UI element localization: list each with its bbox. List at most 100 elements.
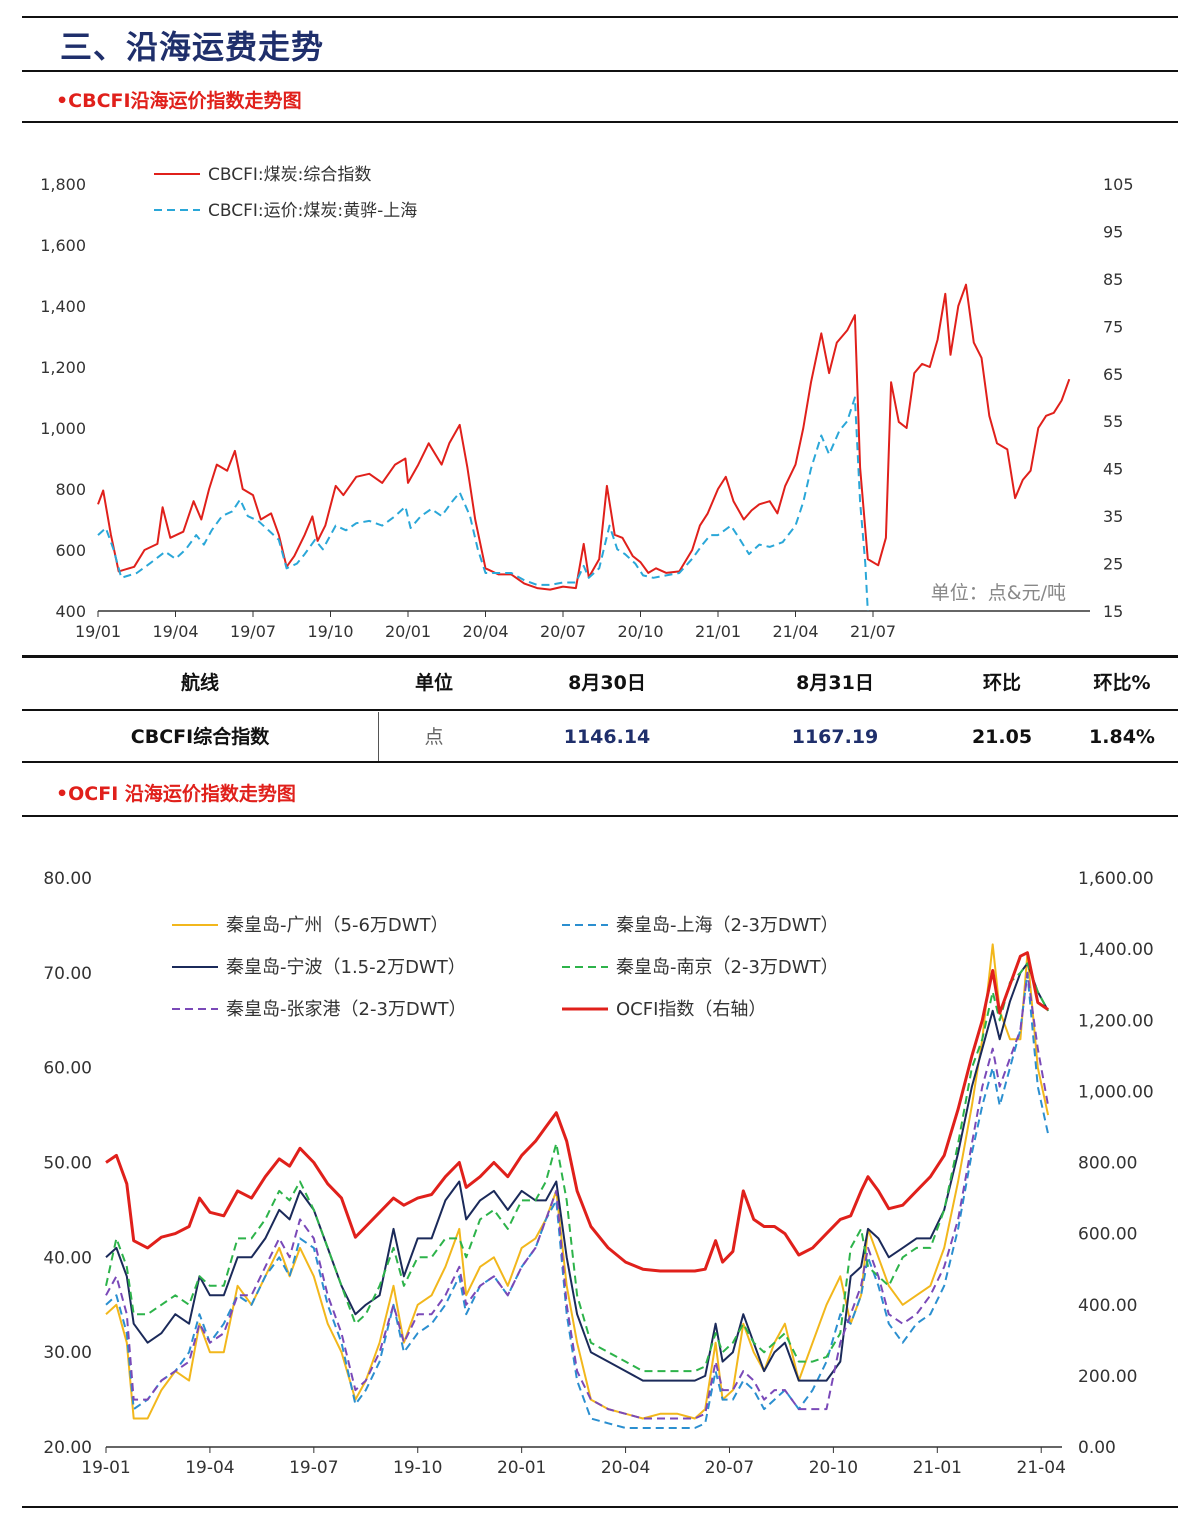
legend-label: 秦皇岛-广州（5-6万DWT）: [226, 915, 449, 936]
y-right-tick-label: 45: [1103, 460, 1123, 479]
y-right-tick-label: 0.00: [1078, 1438, 1116, 1458]
table-header-row: 航线 单位 8月30日 8月31日 环比 环比%: [22, 658, 1178, 708]
y-left-tick-label: 40.00: [43, 1248, 92, 1268]
table-cell-change-pct: 1.84%: [1089, 726, 1155, 748]
series-line-5: [105, 951, 1049, 1273]
table-header-cell: 8月31日: [796, 672, 874, 694]
y-left-tick-label: 80.00: [43, 869, 92, 889]
chart1-title: •CBCFI沿海运价指数走势图: [56, 90, 302, 112]
table-bottom-rule: [22, 761, 1178, 763]
x-tick-label: 21/04: [772, 622, 818, 641]
x-tick-label: 20/10: [617, 622, 663, 641]
legend-label: 秦皇岛-宁波（1.5-2万DWT）: [226, 957, 466, 978]
y-right-tick-label: 1,200.00: [1078, 1011, 1154, 1031]
table-cell-route: CBCFI综合指数: [130, 726, 270, 748]
y-right-tick-label: 400.00: [1078, 1296, 1137, 1316]
x-tick-label: 21/01: [695, 622, 741, 641]
y-left-tick-label: 1,000: [40, 419, 86, 438]
x-tick-label: 20-04: [601, 1458, 650, 1478]
y-left-tick-label: 800: [55, 480, 86, 499]
table-header-cell: 航线: [180, 672, 219, 694]
table-cell-aug31: 1167.19: [791, 726, 879, 748]
chart1-title-rule: [22, 121, 1178, 123]
x-tick-label: 19/07: [230, 622, 276, 641]
table-header-cell: 环比: [982, 672, 1021, 694]
series-line-1: [105, 971, 1050, 1429]
table-header-cell: 单位: [414, 672, 453, 694]
y-right-tick-label: 85: [1103, 270, 1123, 289]
table-cell-unit: 点: [424, 726, 444, 748]
x-tick-label: 19-04: [185, 1458, 234, 1478]
x-tick-label: 21-01: [913, 1458, 962, 1478]
y-left-tick-label: 70.00: [43, 964, 92, 984]
x-tick-label: 20-01: [497, 1458, 546, 1478]
x-tick-label: 20/07: [540, 622, 586, 641]
table-row: CBCFI综合指数 点 1146.14 1167.19 21.05 1.84%: [22, 712, 1178, 762]
legend-label: 秦皇岛-张家港（2-3万DWT）: [226, 999, 467, 1020]
y-left-tick-label: 1,400: [40, 297, 86, 316]
y-right-tick-label: 75: [1103, 317, 1123, 336]
y-left-tick-label: 1,200: [40, 358, 86, 377]
table-vertical-separator: [378, 712, 379, 762]
y-left-tick-label: 60.00: [43, 1059, 92, 1079]
title-rule: [22, 70, 1178, 72]
series-line-2: [105, 962, 1049, 1382]
table-header-cell: 8月30日: [568, 672, 646, 694]
summary-table: 航线 单位 8月30日 8月31日 环比 环比% CBCFI综合指数 点 114…: [22, 658, 1178, 762]
legend-label: 秦皇岛-南京（2-3万DWT）: [616, 957, 839, 978]
cbcfi-chart: 19/01 19/04 19/07 19/10 20/01 20/04 20/07 20/10…: [40, 165, 1134, 641]
x-tick-label: 19-07: [289, 1458, 338, 1478]
legend-label: CBCFI:运价:煤炭:黄骅-上海: [208, 201, 417, 221]
y-left-tick-label: 20.00: [43, 1438, 92, 1458]
series-line-0: [97, 283, 1071, 591]
y-left-tick-label: 400: [55, 602, 86, 621]
legend-label: OCFI指数（右轴）: [616, 999, 766, 1020]
chart2-title-rule: [22, 815, 1178, 817]
x-tick-label: 19/04: [152, 622, 198, 641]
y-right-tick-label: 1,600.00: [1078, 869, 1154, 889]
x-tick-label: 20-07: [705, 1458, 754, 1478]
y-right-tick-label: 1,000.00: [1078, 1082, 1154, 1102]
x-tick-label: 21-04: [1017, 1458, 1066, 1478]
x-tick-label: 21/07: [850, 622, 896, 641]
table-header-cell: 环比%: [1093, 672, 1151, 694]
y-left-tick-label: 1,600: [40, 236, 86, 255]
bottom-rule: [22, 1506, 1178, 1508]
x-tick-label: 19/10: [307, 622, 353, 641]
x-tick-label: 20/04: [462, 622, 508, 641]
y-right-tick-label: 35: [1103, 507, 1123, 526]
series-line-3: [105, 962, 1049, 1373]
x-tick-label: 19-01: [81, 1458, 130, 1478]
legend-label: CBCFI:煤炭:综合指数: [208, 165, 371, 185]
x-tick-label: 20-10: [809, 1458, 858, 1478]
y-right-tick-label: 15: [1103, 602, 1123, 621]
y-right-tick-label: 1,400.00: [1078, 940, 1154, 960]
y-right-tick-label: 55: [1103, 412, 1123, 431]
y-right-tick-label: 95: [1103, 222, 1123, 241]
ocfi-chart: 19-01 19-04 19-07 19-10 20-01 20-04 20-07 20-10…: [43, 869, 1154, 1478]
top-rule: [22, 16, 1178, 18]
y-right-tick-label: 200.00: [1078, 1367, 1137, 1387]
x-tick-label: 20/01: [385, 622, 431, 641]
y-right-tick-label: 600.00: [1078, 1225, 1137, 1245]
y-right-tick-label: 25: [1103, 555, 1123, 574]
y-right-tick-label: 800.00: [1078, 1154, 1137, 1174]
table-top-rule: [22, 655, 1178, 658]
y-right-tick-label: 65: [1103, 365, 1123, 384]
y-left-tick-label: 1,800: [40, 175, 86, 194]
chart-annotation: 单位：点&元/吨: [931, 582, 1066, 604]
legend-label: 秦皇岛-上海（2-3万DWT）: [616, 915, 839, 936]
series-line-4: [105, 971, 1050, 1420]
x-tick-label: 19/01: [75, 622, 121, 641]
chart2-title: •OCFI 沿海运价指数走势图: [56, 783, 296, 805]
section-title: 三、沿海运费走势: [60, 28, 325, 66]
table-cell-change: 21.05: [971, 726, 1033, 748]
y-left-tick-label: 50.00: [43, 1154, 92, 1174]
table-mid-rule: [22, 709, 1178, 711]
y-left-tick-label: 600: [55, 541, 86, 560]
series-line-1: [97, 396, 869, 612]
table-cell-aug30: 1146.14: [563, 726, 651, 748]
y-left-tick-label: 30.00: [43, 1343, 92, 1363]
y-right-tick-label: 105: [1103, 175, 1134, 194]
x-tick-label: 19-10: [393, 1458, 442, 1478]
